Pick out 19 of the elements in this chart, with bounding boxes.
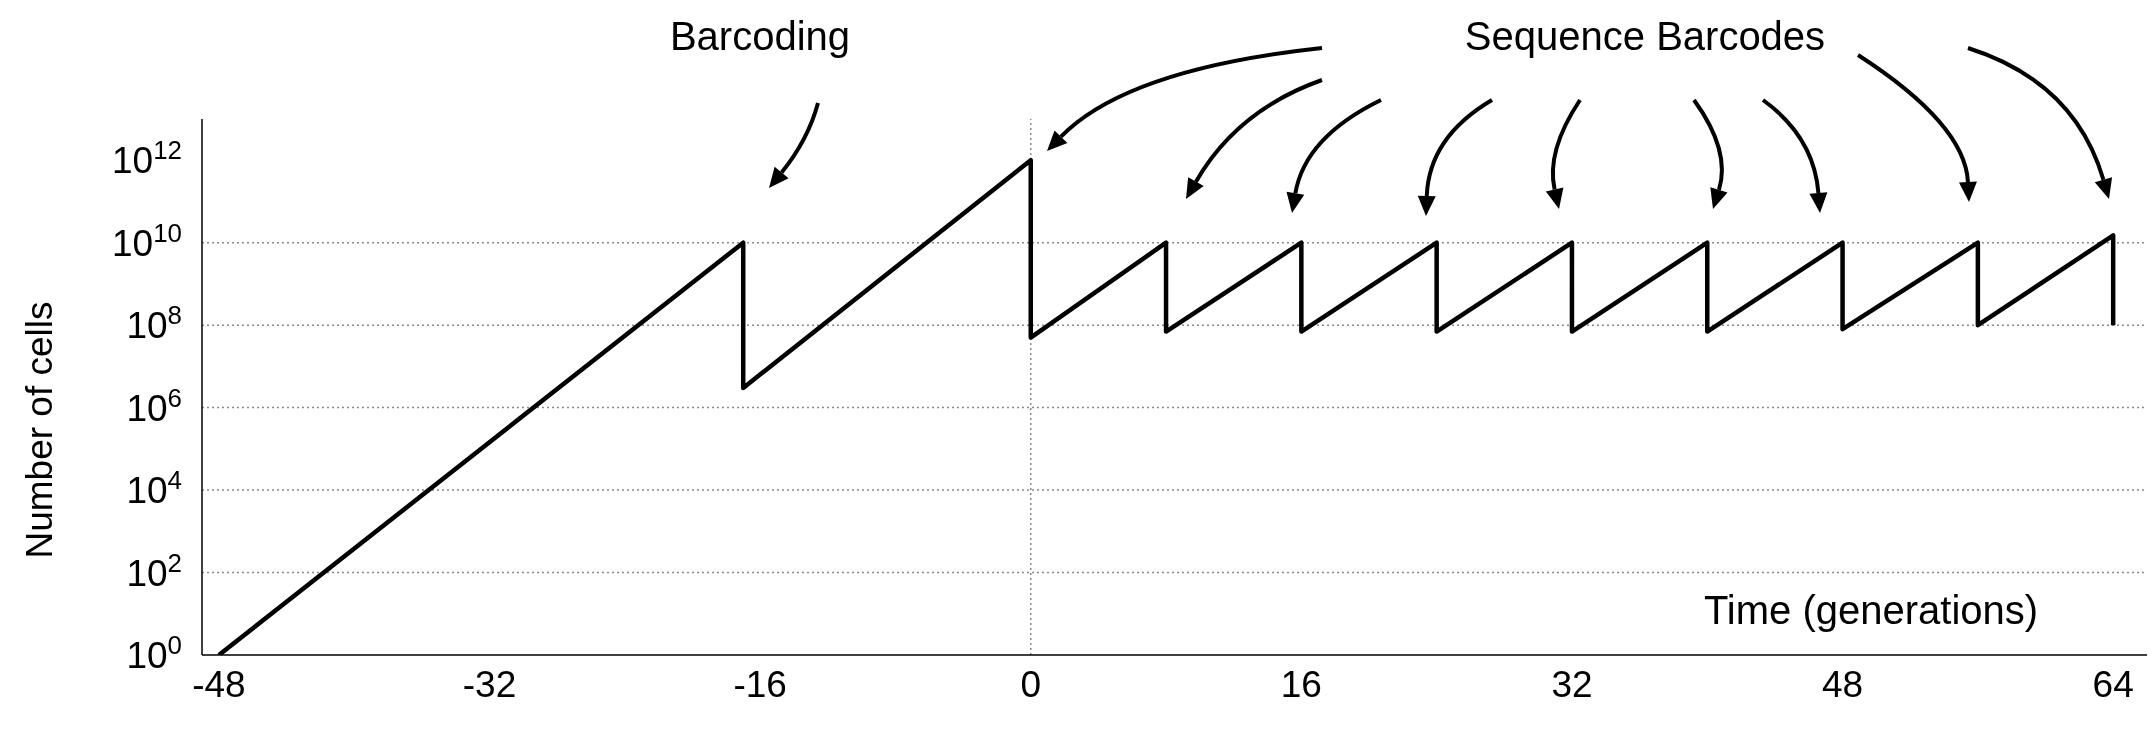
text: Barcoding (669, 14, 851, 58)
x-tick-label: 16 (1280, 664, 1322, 705)
text: Sequence Barcodes (1464, 14, 1826, 58)
y-tick-label: 10$^{4}$ (126, 466, 182, 512)
x-tick-label: 64 (2092, 664, 2134, 705)
y-tick-label: 10$^{6}$ (126, 383, 182, 429)
y-tick-label: 10$^{2}$ (126, 548, 182, 594)
x-axis-title: Time (generations) (1703, 588, 2039, 632)
x-tick-label: 32 (1551, 664, 1593, 705)
x-tick-label: 0 (1020, 664, 1042, 705)
y-tick-label: 10$^{0}$ (126, 631, 182, 676)
x-tick-label: -16 (733, 664, 787, 705)
y-tick-label: 10$^{8}$ (126, 301, 182, 347)
x-tick-label: 48 (1821, 664, 1864, 705)
y-axis-title: Number of cells (19, 301, 60, 559)
y-tick-label: 10$^{10}$ (112, 218, 182, 264)
x-tick-label: -32 (462, 664, 517, 705)
x-tick-label: -48 (192, 664, 246, 705)
y-tick-label: 10$^{12}$ (112, 136, 182, 182)
